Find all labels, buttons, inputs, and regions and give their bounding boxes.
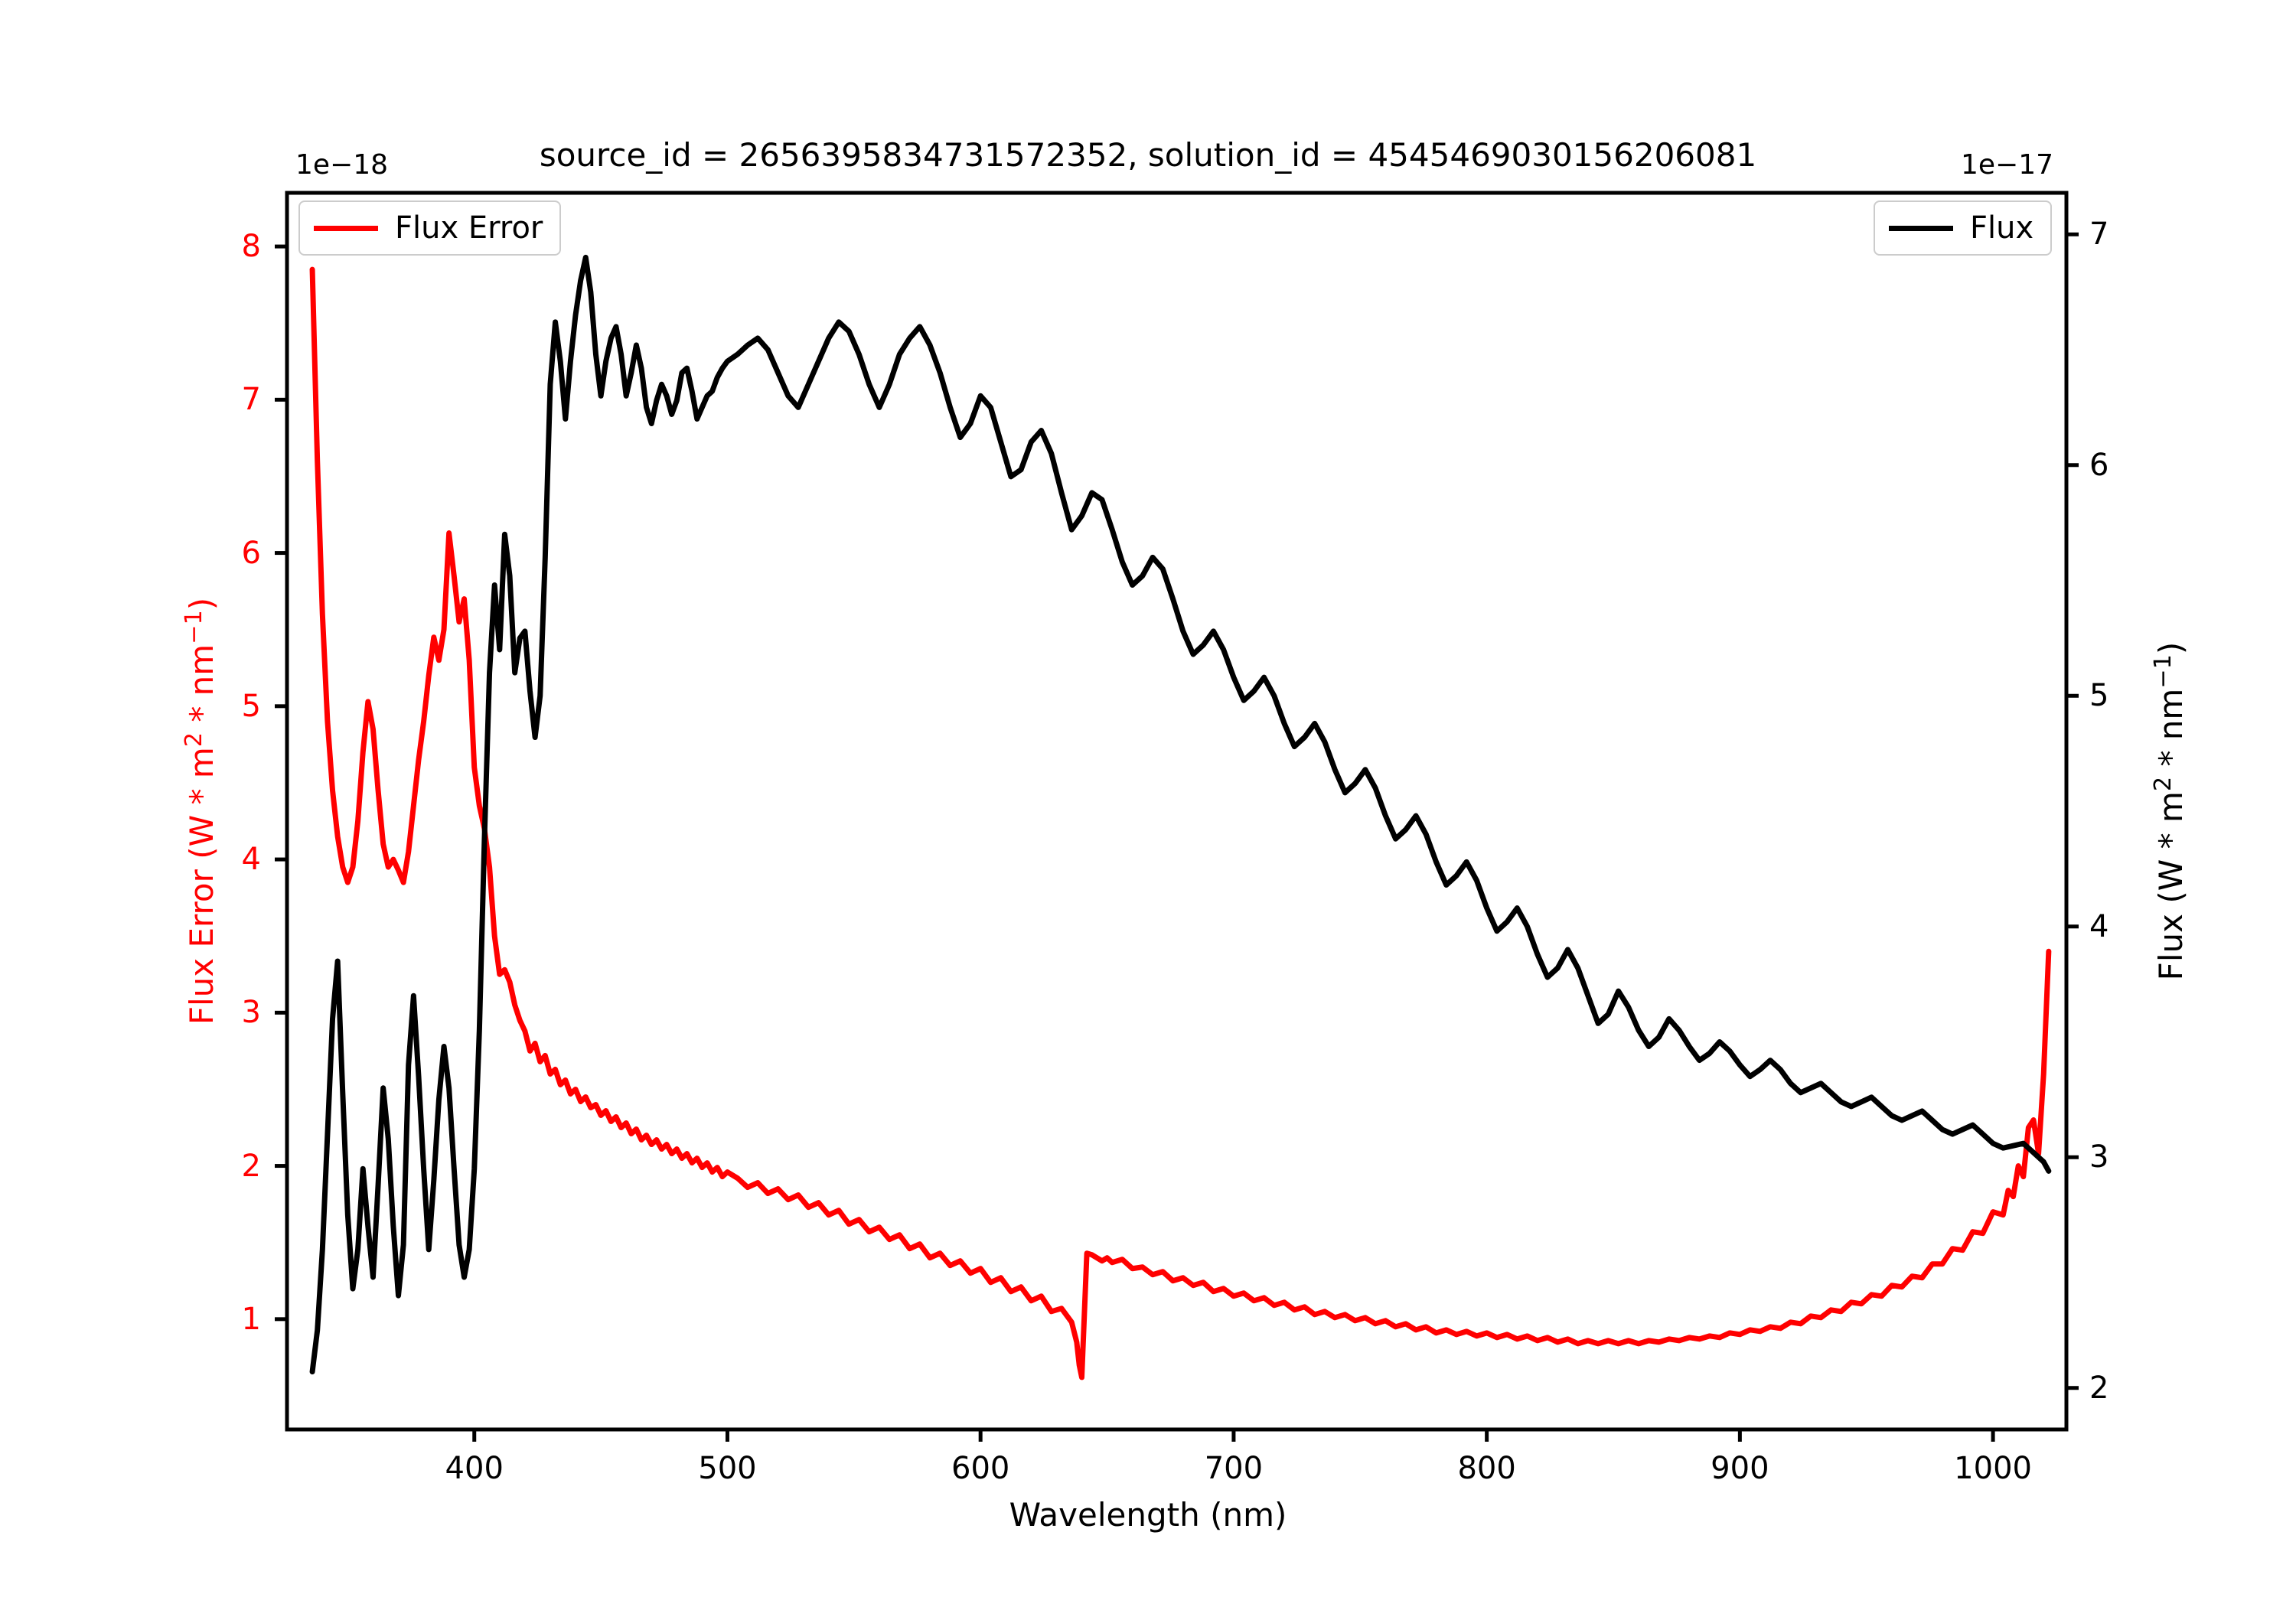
legend-label-flux: Flux	[1970, 210, 2034, 246]
ticks-group	[275, 232, 2079, 1442]
series-line-flux	[309, 254, 2052, 1375]
y-tick-label-right: 6	[2089, 447, 2109, 483]
legend-label-flux-error: Flux Error	[395, 210, 543, 246]
left-axis-offset-label: 1e−18	[295, 149, 389, 181]
x-tick-label: 900	[1711, 1451, 1769, 1486]
x-tick-label: 400	[445, 1451, 504, 1486]
legend-line-flux-error	[314, 225, 378, 231]
chart-title: source_id = 2656395834731572352, solutio…	[539, 136, 1757, 174]
legend-line-flux	[1889, 225, 1953, 231]
y-tick-label-right: 5	[2089, 678, 2109, 714]
y-axis-label-right: Flux (W * m2 * nm−1)	[2150, 641, 2190, 981]
x-tick-label: 1000	[1954, 1451, 2032, 1486]
axes-frame	[285, 191, 2069, 1432]
legend-flux[interactable]: Flux	[1874, 200, 2053, 256]
y-axis-label-left: Flux Error (W * m2 * nm−1)	[181, 597, 220, 1025]
axes-border	[285, 191, 2069, 1432]
y-tick-label-right: 4	[2089, 908, 2109, 944]
y-tick-label-right: 3	[2089, 1139, 2109, 1175]
x-axis-label: Wavelength (nm)	[1009, 1496, 1287, 1534]
legend-flux-error[interactable]: Flux Error	[298, 200, 562, 256]
x-tick-label: 500	[698, 1451, 757, 1486]
y-tick-label-right: 2	[2089, 1370, 2109, 1406]
x-tick-label: 600	[951, 1451, 1010, 1486]
right-axis-offset-label: 1e−17	[1961, 149, 2054, 181]
series-line-flux-error	[309, 266, 2052, 1380]
x-tick-label: 700	[1204, 1451, 1264, 1486]
series-group	[309, 254, 2052, 1380]
y-tick-label-right: 7	[2089, 217, 2109, 253]
x-tick-label: 800	[1457, 1451, 1516, 1486]
